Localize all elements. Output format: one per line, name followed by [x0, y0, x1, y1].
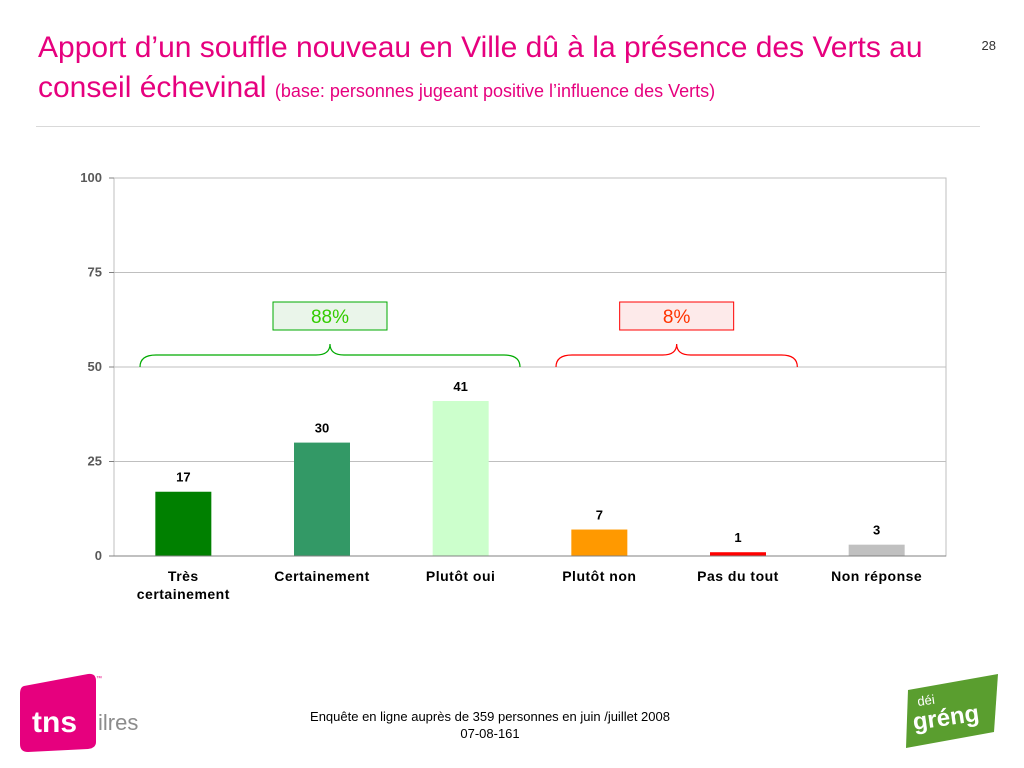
page-number: 28: [981, 38, 996, 53]
tns-logo-tm: ™: [96, 675, 102, 682]
page-title: Apport d’un souffle nouveau en Ville dû …: [38, 28, 968, 111]
data-label: 41: [453, 379, 467, 394]
bar: [155, 491, 212, 556]
x-tick-label: Plutôt oui: [426, 568, 496, 584]
data-label: 17: [176, 470, 190, 485]
bracket: [555, 343, 798, 368]
bar: [571, 529, 628, 556]
bracket-label-box: [272, 301, 388, 331]
bar: [710, 552, 766, 556]
greng-logo-top: déi: [916, 692, 935, 709]
x-tick-label: Très certainement: [137, 568, 230, 602]
y-tick-label: 75: [88, 265, 102, 280]
x-tick-label: Plutôt non: [562, 568, 636, 584]
y-tick-label: 100: [80, 170, 102, 185]
title-subtitle: (base: personnes jugeant positive l’infl…: [274, 81, 716, 101]
y-tick-label: 50: [88, 359, 102, 374]
footer-reference: 07-08-161: [460, 726, 520, 741]
x-tick-label: Pas du tout: [697, 568, 779, 584]
footer: Enquête en ligne auprès de 359 personnes…: [270, 708, 710, 742]
greng-logo-shape: [906, 674, 998, 748]
title-main: Apport d’un souffle nouveau en Ville dû …: [38, 31, 923, 104]
footer-survey-note: Enquête en ligne auprès de 359 personnes…: [310, 709, 670, 724]
x-tick-label: Non réponse: [831, 568, 922, 584]
dei-greng-logo: déi gréng: [906, 674, 998, 748]
y-tick-label: 25: [88, 454, 102, 469]
y-tick-label: 0: [95, 548, 102, 563]
bracket-label-box: [619, 301, 735, 331]
title-divider: [36, 126, 980, 127]
data-label: 3: [873, 523, 880, 538]
data-label: 7: [596, 508, 603, 523]
tns-logo-suffix: ilres: [98, 710, 138, 735]
data-label: 30: [315, 421, 329, 436]
tns-logo-shape: [20, 673, 96, 752]
bracket-label: 88%: [311, 307, 349, 328]
bracket: [139, 343, 521, 368]
x-tick-label: Certainement: [274, 568, 369, 584]
tns-ilres-logo: tns ilres ™: [20, 673, 138, 752]
data-label: 1: [734, 530, 741, 545]
bar: [432, 401, 489, 556]
bar: [848, 544, 905, 556]
tns-logo-text: tns: [32, 706, 77, 739]
bar: [294, 442, 350, 556]
bracket-label: 8%: [663, 307, 691, 328]
